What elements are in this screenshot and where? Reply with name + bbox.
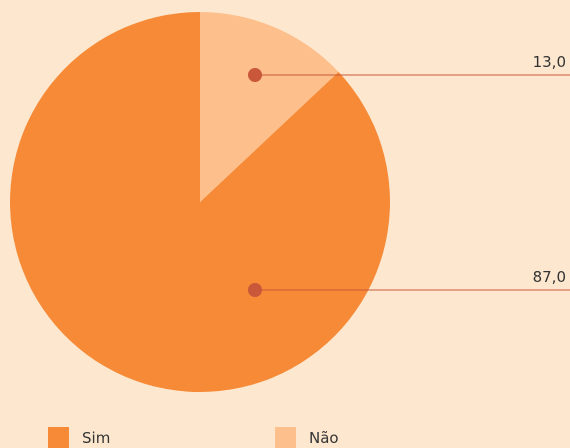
leader-dot [248, 283, 262, 297]
legend-label: Sim [82, 429, 110, 447]
legend-swatch [48, 427, 69, 448]
legend-swatch [275, 427, 296, 448]
pie-slice [200, 12, 339, 202]
leader-dot [248, 68, 262, 82]
data-label: 87,0 [533, 268, 566, 286]
data-label: 13,0 [533, 53, 566, 71]
pie-slice [10, 12, 391, 392]
legend-label: Não [309, 429, 339, 447]
